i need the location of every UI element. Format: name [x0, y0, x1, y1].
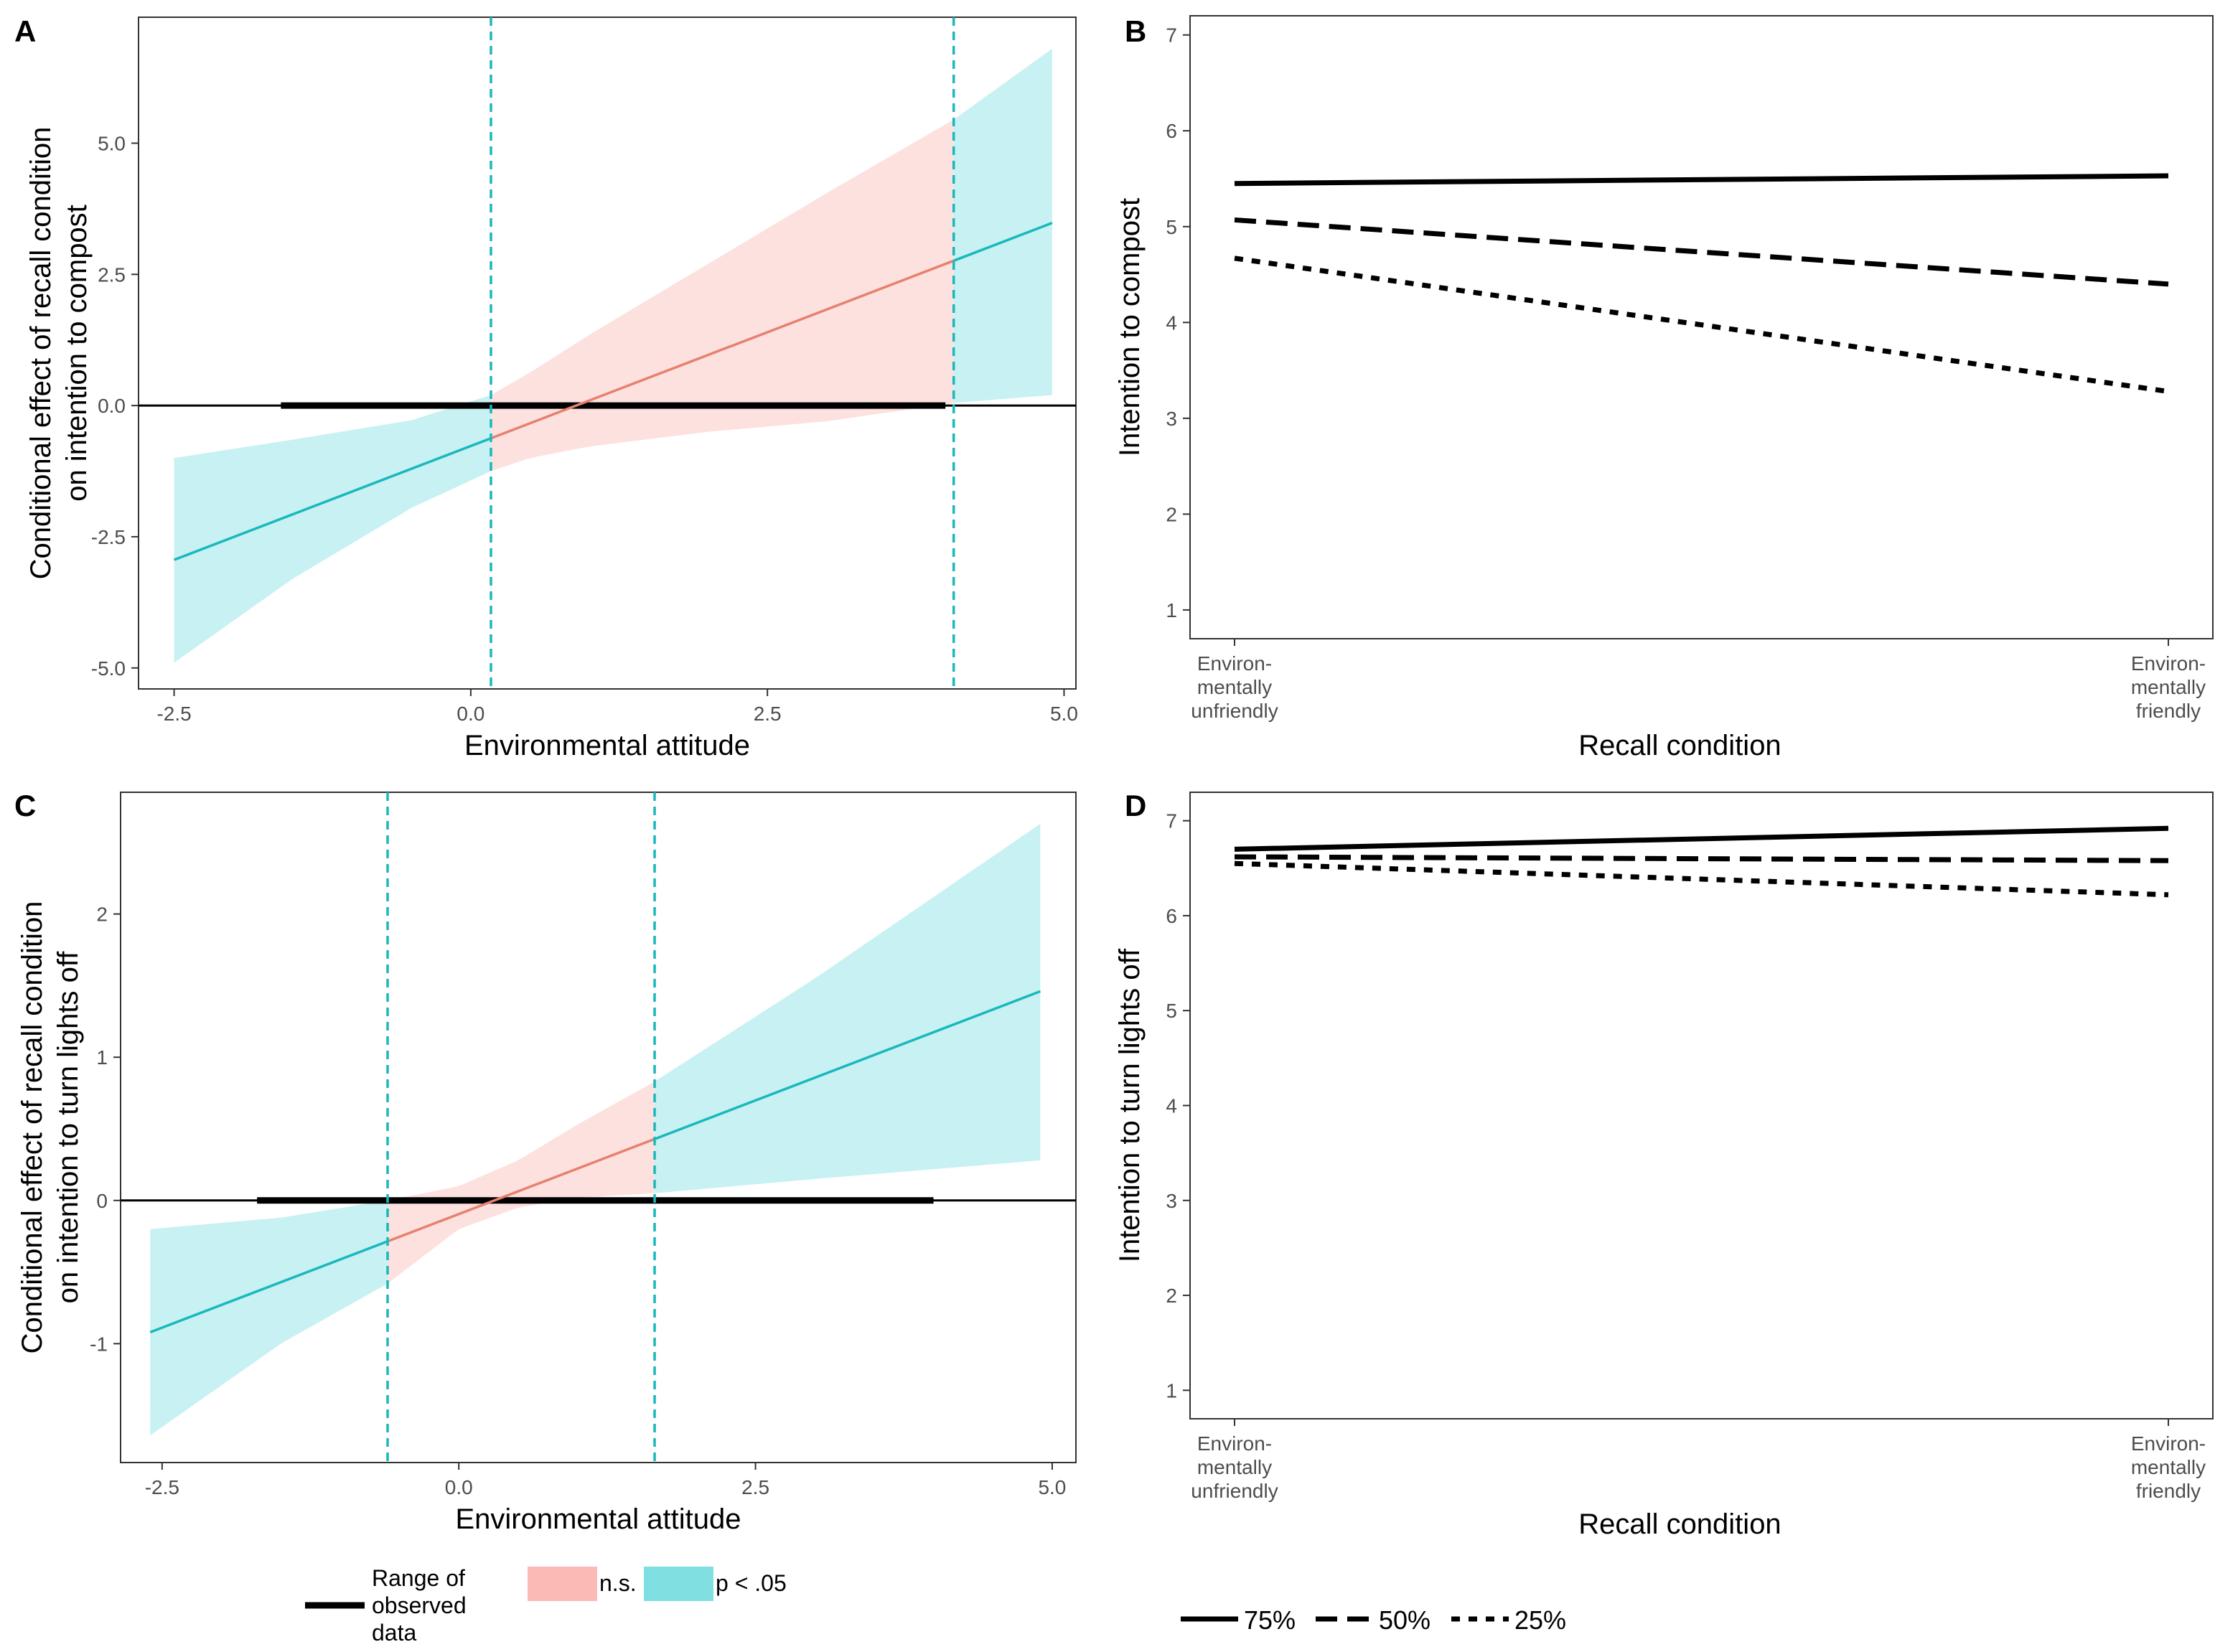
- legend-sig-swatch: [644, 1567, 713, 1601]
- series-line-50pct: [1234, 217, 2169, 287]
- y-tick-label: 2: [1166, 1285, 1177, 1307]
- x-tick-label: 2.5: [754, 703, 782, 725]
- series-line-25pct: [1234, 860, 2169, 898]
- effect-line-significant-left: [149, 1240, 388, 1334]
- y-tick-label: 4: [1166, 311, 1177, 334]
- panel-a: -2.5 0.0 2.5 5.0 -5.0 -2.5 0.0 2.5 5.0 Environmen…: [14, 14, 1078, 761]
- x-tick-label: Environ-: [2131, 1432, 2206, 1455]
- series-line-75pct: [1234, 173, 2169, 187]
- x-tick-label: -2.5: [145, 1476, 179, 1498]
- legend-range-label: observed: [372, 1592, 467, 1618]
- ci-band-significant-left: [174, 395, 491, 663]
- y-tick-label: 6: [1166, 905, 1177, 927]
- panel-c: -2.5 0.0 2.5 5.0 -1 0 1 2 Environmental attitude…: [14, 789, 1077, 1535]
- plot-frame: [1189, 792, 2214, 1419]
- x-axis-title: Recall condition: [1578, 730, 1781, 761]
- x-axis-title: Environmental attitude: [455, 1503, 741, 1535]
- legend-range-label: Range of: [372, 1565, 465, 1591]
- series-line-25pct: [1234, 255, 2169, 394]
- y-tick-label: 4: [1166, 1095, 1177, 1117]
- x-tick-label: -2.5: [156, 703, 191, 725]
- x-tick-label: 5.0: [1050, 703, 1078, 725]
- legend-ns-swatch: [528, 1567, 597, 1601]
- ci-band-significant-right: [953, 48, 1052, 403]
- legend-range-label: data: [372, 1620, 416, 1646]
- legend-ns-label: n.s.: [599, 1570, 637, 1596]
- y-tick-label: 1: [1166, 599, 1177, 621]
- effect-line-nonsignificant: [387, 1137, 655, 1243]
- x-axis-title: Environmental attitude: [464, 730, 750, 761]
- panel-label: D: [1125, 789, 1146, 822]
- y-tick-label: 5: [1166, 1000, 1177, 1022]
- ci-band-nonsignificant: [388, 1081, 655, 1284]
- legend-percentiles: 75% 50% 25%: [1181, 1605, 1566, 1635]
- x-tick-label: unfriendly: [1191, 1480, 1278, 1502]
- series-line-75pct: [1234, 825, 2169, 852]
- panel-b: 1234567Environ-mentallyunfriendlyEnviron…: [1114, 14, 2214, 761]
- effect-line-significant-right: [953, 222, 1053, 262]
- y-tick-label: 2: [1166, 503, 1177, 525]
- x-tick-label: Environ-: [2131, 652, 2206, 675]
- y-tick-label: 2.5: [98, 263, 126, 286]
- x-axis-title: Recall condition: [1578, 1508, 1781, 1540]
- x-tick-label: 0.0: [445, 1476, 473, 1498]
- series-line-50pct: [1234, 854, 2169, 863]
- panel-label: B: [1125, 14, 1146, 48]
- x-tick-label: mentally: [2131, 1456, 2206, 1478]
- x-tick-label: Environ-: [1197, 652, 1272, 675]
- y-tick-label: 6: [1166, 120, 1177, 142]
- panel-d: 1234567Environ-mentallyunfriendlyEnviron…: [1114, 789, 2214, 1540]
- x-tick-label: mentally: [1197, 1456, 1272, 1478]
- x-tick-label: 5.0: [1038, 1476, 1066, 1498]
- y-tick-label: -1: [90, 1333, 108, 1355]
- y-axis-title: on intention to compost: [61, 205, 93, 502]
- legend-line-label: 25%: [1514, 1605, 1566, 1635]
- x-tick-label: unfriendly: [1191, 700, 1278, 722]
- y-tick-label: 0: [96, 1190, 108, 1212]
- legend-sig-label: p < .05: [716, 1570, 787, 1596]
- y-tick-label: 5: [1166, 216, 1177, 238]
- x-tick-label: Environ-: [1197, 1432, 1272, 1455]
- effect-line-nonsignificant: [490, 259, 955, 440]
- y-axis-title: on intention to turn lights off: [52, 951, 84, 1304]
- y-tick-label: 1: [1166, 1379, 1177, 1402]
- x-tick-label: mentally: [2131, 676, 2206, 698]
- y-tick-label: -5.0: [91, 657, 126, 680]
- y-tick-label: -2.5: [91, 526, 126, 548]
- x-tick-label: friendly: [2136, 700, 2201, 722]
- y-tick-label: 1: [96, 1046, 108, 1069]
- ci-band-significant-left: [150, 1200, 388, 1436]
- plot-frame: [138, 17, 1077, 690]
- y-tick-label: 3: [1166, 408, 1177, 430]
- y-tick-label: 3: [1166, 1190, 1177, 1212]
- y-tick-label: 5.0: [98, 133, 126, 155]
- y-tick-label: 0.0: [98, 395, 126, 417]
- x-tick-label: mentally: [1197, 676, 1272, 698]
- y-tick-label: 7: [1166, 24, 1177, 47]
- y-tick-label: 7: [1166, 810, 1177, 832]
- y-axis-title: Conditional effect of recall condition: [17, 901, 48, 1354]
- effect-line-significant-left: [173, 437, 492, 561]
- y-axis-title: Conditional effect of recall condition: [25, 127, 57, 580]
- plot-frame: [1189, 15, 2214, 639]
- x-tick-label: 2.5: [741, 1476, 769, 1498]
- legend-line-label: 50%: [1379, 1605, 1430, 1635]
- plot-frame: [120, 792, 1077, 1463]
- panel-label: C: [14, 789, 36, 822]
- effect-line-significant-right: [654, 990, 1041, 1140]
- legend-line-label: 75%: [1244, 1605, 1296, 1635]
- ci-band-nonsignificant: [491, 119, 954, 471]
- y-axis-title: Intention to turn lights off: [1114, 948, 1146, 1262]
- y-axis-title: Intention to compost: [1114, 198, 1146, 456]
- ci-band-significant-right: [655, 823, 1041, 1193]
- y-tick-label: 2: [96, 904, 108, 926]
- x-tick-label: 0.0: [456, 703, 484, 725]
- panel-label: A: [14, 14, 36, 48]
- x-tick-label: friendly: [2136, 1480, 2201, 1502]
